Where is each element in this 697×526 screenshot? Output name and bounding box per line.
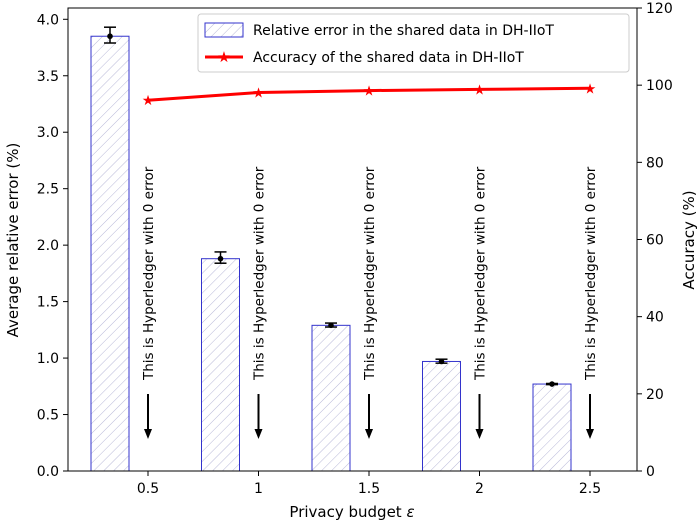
accuracy-point: ★: [252, 85, 265, 101]
x-axis-label: Privacy budget ε: [289, 503, 414, 521]
right-tick-label: 100: [646, 78, 673, 94]
x-tick-label: 0.5: [137, 481, 159, 497]
right-tick-label: 60: [646, 233, 664, 249]
legend-bar-label: Relative error in the shared data in DH-…: [253, 23, 554, 39]
left-axis: 0.0 0.5 1.0 1.5 2.0 2.5 3.0 3.5 4.0: [37, 12, 68, 480]
mean-marker: [328, 322, 334, 329]
annotation-arrow-head: [365, 429, 373, 439]
mean-marker: [438, 358, 445, 365]
accuracy-point: ★: [142, 93, 155, 109]
mean-marker: [107, 33, 113, 40]
accuracy-point: ★: [363, 84, 376, 100]
right-tick-label: 0: [646, 464, 655, 480]
right-tick-label: 120: [646, 1, 673, 17]
mean-marker: [549, 381, 555, 387]
right-tick-label: 20: [646, 387, 664, 403]
right-axis: 0 20 40 60 80 100 120: [637, 1, 673, 480]
annotation-text: This is Hyperledger with 0 error: [583, 166, 599, 381]
left-tick-label: 2.5: [37, 182, 59, 198]
x-tick-label: 2: [475, 481, 484, 497]
accuracy-line: [147, 86, 591, 102]
mean-marker: [217, 255, 224, 262]
error-bar: [422, 360, 461, 472]
annotation-text: This is Hyperledger with 0 error: [362, 166, 378, 381]
x-tick-label: 1: [254, 481, 263, 497]
annotation-arrow-head: [586, 429, 594, 439]
legend: Relative error in the shared data in DH-…: [197, 13, 630, 73]
legend-line-marker: ★: [217, 48, 230, 66]
annotation-arrow-head: [144, 429, 152, 439]
x-axis-label-text: Privacy budget: [289, 503, 406, 521]
legend-box: [197, 13, 630, 73]
error-bar: [201, 258, 240, 472]
x-axis: 0.5 1 1.5 2 2.5: [137, 471, 601, 497]
right-tick-label: 40: [646, 310, 664, 326]
error-bar: [311, 324, 351, 472]
annotation-arrow-head: [254, 429, 263, 439]
annotations-layer: This is Hyperledger with 0 error This is …: [141, 166, 599, 439]
left-tick-label: 4.0: [37, 12, 59, 28]
annotation-text: This is Hyperledger with 0 error: [473, 166, 489, 381]
accuracy-point: ★: [584, 81, 597, 97]
annotation-text: This is Hyperledger with 0 error: [141, 166, 157, 381]
error-bar: [532, 383, 572, 472]
error-bar: [90, 35, 130, 472]
left-y-axis-label: Average relative error (%): [4, 143, 22, 338]
legend-bar-swatch: [204, 22, 244, 38]
left-tick-label: 0.5: [37, 408, 59, 424]
epsilon-symbol: ε: [406, 503, 414, 521]
left-tick-label: 1.0: [37, 351, 59, 367]
annotation-text: This is Hyperledger with 0 error: [252, 166, 268, 381]
legend-line-label: Accuracy of the shared data in DH-IIoT: [253, 50, 524, 66]
bars-layer: [90, 26, 572, 472]
right-y-axis-label: Accuracy (%): [680, 190, 697, 289]
right-tick-label: 80: [646, 155, 664, 171]
x-tick-label: 1.5: [358, 481, 380, 497]
x-tick-label: 2.5: [579, 481, 601, 497]
line-layer: ★ ★ ★ ★ ★: [142, 81, 597, 109]
left-tick-label: 3.5: [37, 69, 59, 85]
left-tick-label: 3.0: [37, 125, 59, 141]
left-tick-label: 1.5: [37, 295, 59, 311]
accuracy-point: ★: [473, 82, 486, 98]
left-tick-label: 0.0: [37, 464, 59, 480]
left-tick-label: 2.0: [37, 238, 59, 254]
annotation-arrow-head: [475, 429, 484, 439]
